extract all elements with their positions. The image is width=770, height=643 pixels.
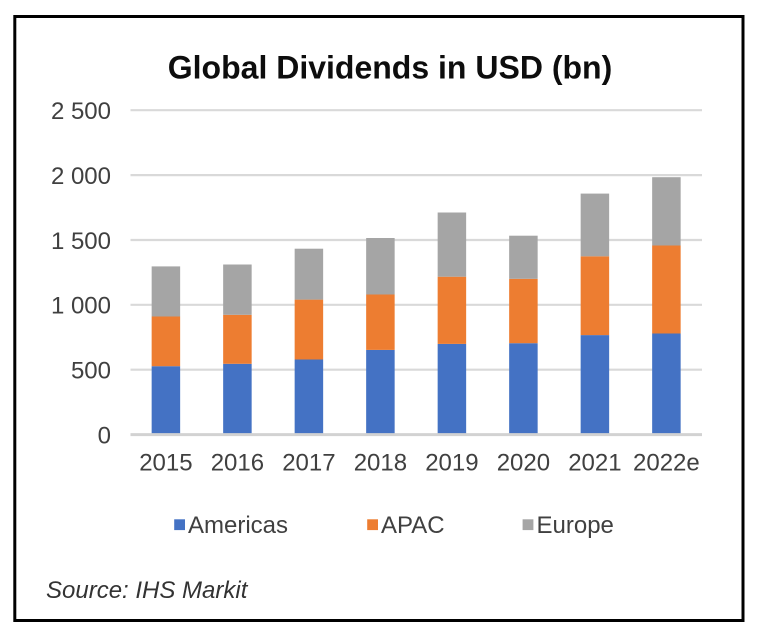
svg-text:Global Dividends in USD (bn): Global Dividends in USD (bn)	[168, 50, 612, 86]
svg-text:APAC: APAC	[381, 512, 445, 539]
svg-text:1 000: 1 000	[51, 293, 111, 320]
svg-text:2018: 2018	[354, 450, 407, 477]
svg-text:500: 500	[71, 358, 111, 385]
svg-text:2019: 2019	[425, 450, 478, 477]
svg-text:2017: 2017	[282, 450, 335, 477]
svg-text:2020: 2020	[497, 450, 550, 477]
svg-text:Source: IHS Markit: Source: IHS Markit	[46, 577, 249, 604]
svg-text:Americas: Americas	[188, 512, 288, 539]
svg-text:2 500: 2 500	[51, 98, 111, 125]
svg-text:1 500: 1 500	[51, 228, 111, 255]
svg-text:2015: 2015	[139, 450, 192, 477]
svg-text:2 000: 2 000	[51, 163, 111, 190]
svg-text:2022e: 2022e	[633, 450, 700, 477]
svg-text:Europe: Europe	[537, 512, 614, 539]
svg-text:2016: 2016	[211, 450, 264, 477]
svg-text:0: 0	[98, 422, 111, 449]
svg-text:2021: 2021	[568, 450, 621, 477]
